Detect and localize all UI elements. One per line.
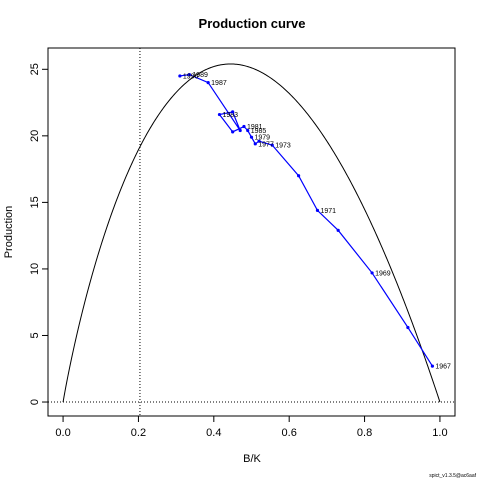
data-point bbox=[430, 364, 434, 368]
data-point bbox=[187, 73, 191, 77]
data-point bbox=[231, 130, 235, 134]
data-point bbox=[270, 143, 274, 147]
data-point bbox=[242, 124, 246, 129]
point-year-label: 1985 bbox=[251, 128, 267, 135]
data-point bbox=[257, 139, 261, 143]
data-point bbox=[217, 112, 222, 117]
reference-lines bbox=[48, 48, 455, 416]
production-curve-line bbox=[62, 63, 441, 403]
point-year-label: 1987 bbox=[211, 80, 227, 87]
y-tick-label: 15 bbox=[29, 196, 41, 208]
x-tick-label: 0.4 bbox=[206, 427, 221, 439]
y-tick-label: 25 bbox=[29, 63, 41, 75]
point-year-label: 1981 bbox=[247, 124, 263, 131]
y-axis: 0 5 10 15 20 25 bbox=[29, 63, 48, 405]
data-point bbox=[231, 110, 235, 114]
point-year-label: 1973 bbox=[275, 143, 291, 150]
data-point bbox=[246, 128, 250, 133]
point-year-label: 1990 bbox=[183, 73, 199, 80]
x-tick-label: 0.6 bbox=[282, 427, 297, 439]
y-tick-label: 10 bbox=[29, 263, 41, 275]
x-tick-label: 0.2 bbox=[131, 427, 146, 439]
production-curve-layer bbox=[62, 63, 441, 403]
point-year-label: 1971 bbox=[320, 208, 336, 215]
data-point bbox=[206, 81, 210, 85]
data-point bbox=[406, 325, 410, 330]
point-year-label: 1967 bbox=[435, 364, 451, 371]
x-axis: 0.0 0.2 0.4 0.6 0.8 1.0 bbox=[55, 416, 448, 439]
y-tick-label: 5 bbox=[29, 332, 41, 338]
data-point bbox=[370, 271, 374, 275]
point-year-label: 1969 bbox=[375, 270, 391, 277]
point-year-label: 1989 bbox=[192, 72, 208, 79]
x-axis-label: B/K bbox=[243, 453, 261, 465]
point-year-label: 1983 bbox=[222, 112, 238, 119]
data-point bbox=[315, 208, 320, 212]
plot-frame bbox=[47, 47, 456, 417]
y-tick-label: 0 bbox=[29, 399, 41, 405]
data-point bbox=[178, 74, 182, 78]
x-tick-label: 0.0 bbox=[55, 427, 70, 439]
point-year-label: 1979 bbox=[255, 135, 271, 142]
observed-series-line bbox=[179, 74, 433, 367]
chart-title: Production curve bbox=[199, 16, 306, 31]
x-tick-label: 1.0 bbox=[432, 427, 447, 439]
version-footer: spict_v1.3.5@ac6aaf bbox=[429, 473, 476, 479]
point-year-label: 1977 bbox=[258, 141, 274, 148]
data-point bbox=[297, 174, 301, 178]
data-point bbox=[336, 228, 340, 232]
x-tick-label: 0.8 bbox=[357, 427, 372, 439]
y-tick-label: 20 bbox=[29, 130, 41, 142]
y-axis-label: Production bbox=[3, 206, 15, 259]
data-point bbox=[238, 128, 242, 133]
data-point bbox=[253, 142, 257, 146]
data-point bbox=[249, 135, 254, 139]
